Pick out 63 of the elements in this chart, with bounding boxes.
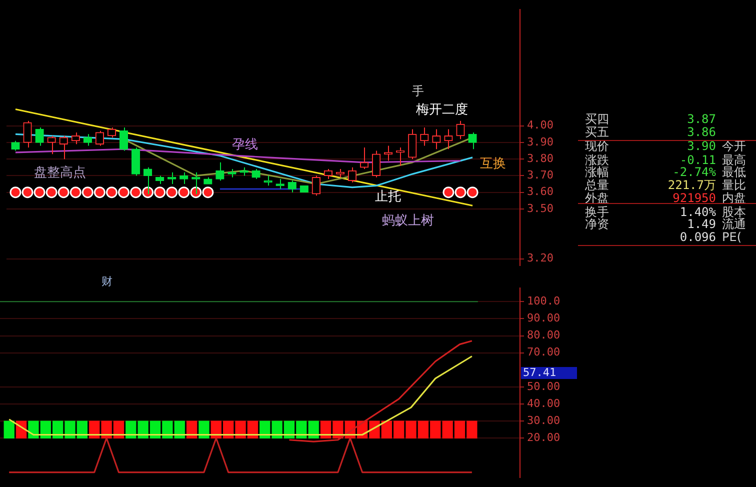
text: 涨幅 (585, 165, 609, 179)
y-tick-label: 50.00 (527, 380, 560, 393)
candlestick (131, 146, 140, 176)
text: 涨跌 (585, 153, 609, 167)
annotation: 梅开二度 (415, 101, 468, 118)
text: 57.41 (523, 366, 556, 379)
text: 总量 (585, 178, 609, 192)
text: 量比 (722, 178, 746, 192)
candlestick (180, 172, 188, 185)
candlestick (324, 168, 333, 180)
text: 财 (102, 274, 112, 288)
y-tick-label: 3.80 (527, 152, 554, 165)
text: -0.11 (680, 153, 716, 167)
text: 最低 (722, 165, 746, 179)
text: 0.096 (680, 230, 716, 244)
candlestick (372, 150, 381, 178)
y-tick-label: 3.70 (527, 168, 554, 182)
y-tick-label: 3.60 (527, 185, 554, 198)
y-tick-label: 70.00 (527, 346, 560, 359)
y-tick-label: 30.00 (527, 414, 560, 427)
candlestick (264, 175, 272, 186)
y-tick-label: 3.50 (527, 202, 554, 215)
text: 互换 (480, 156, 506, 172)
text: 最高 (722, 153, 746, 167)
text: 今开 (722, 139, 746, 153)
candlestick (312, 175, 320, 196)
y-tick-label: 90.00 (527, 312, 560, 325)
annotation: 孕线 (232, 137, 258, 152)
candlestick (444, 128, 453, 150)
y-tick-label: 100.0 (527, 294, 560, 308)
y-tick-label: 3.20 (527, 252, 554, 265)
candlestick (119, 127, 128, 152)
annotation: 盘整高点 (34, 164, 86, 180)
text: 股本 (722, 205, 746, 219)
y-tick-label: 4.00 (527, 118, 554, 132)
text: 流通 (722, 217, 746, 231)
y-tick-label: 20.00 (527, 431, 560, 444)
text: PE( (722, 230, 742, 244)
text: 买四 (585, 112, 609, 126)
candlestick (23, 120, 32, 148)
annotation: 止托 (375, 189, 401, 204)
text: 净资 (585, 217, 609, 231)
candlestick (155, 175, 164, 185)
text: 1.40% (680, 205, 716, 219)
y-tick-label: 3.90 (527, 135, 554, 148)
text: -2.74% (672, 165, 716, 179)
annotation: 手 (412, 84, 424, 98)
text: 921950 (672, 191, 716, 205)
text: 3.87 (687, 112, 716, 126)
y-tick-label: 80.00 (527, 328, 560, 342)
candlestick (47, 135, 56, 155)
annotation: 蚂蚁上树 (382, 213, 434, 228)
candlestick (360, 146, 369, 170)
text: 买五 (585, 125, 609, 139)
candlestick (83, 134, 92, 146)
y-tick-label: 40.00 (527, 396, 560, 410)
text: 1.49 (687, 217, 716, 231)
text: 换手 (585, 205, 609, 219)
candlestick (408, 128, 417, 160)
text: 3.90 (687, 139, 716, 153)
text: 3.86 (687, 125, 716, 139)
candlestick (71, 132, 80, 145)
text: 221.7万 (668, 178, 716, 192)
